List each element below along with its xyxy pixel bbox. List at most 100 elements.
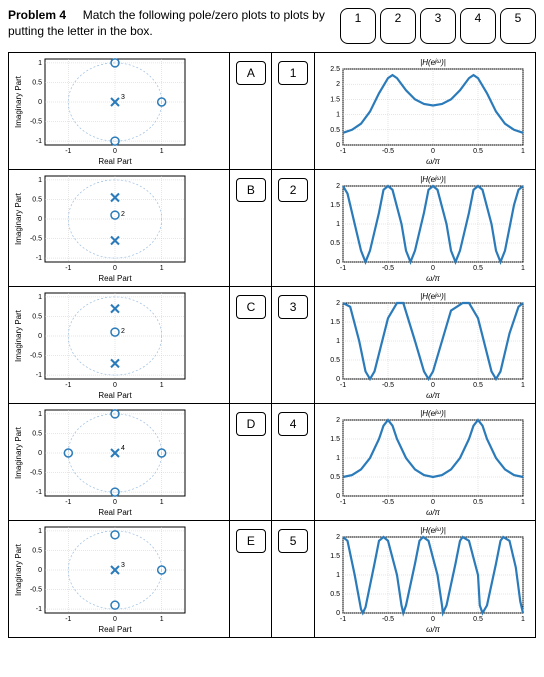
letter-cell: E: [230, 521, 272, 638]
svg-text:0: 0: [113, 499, 117, 506]
svg-text:0.5: 0.5: [330, 591, 340, 598]
letter-label-box: D: [236, 412, 266, 436]
magnitude-plot: -1-0.500.5100.511.52|H(ejω)|ω/π: [317, 172, 529, 284]
mag-cell: -1-0.500.5100.511.52|H(ejω)|ω/π: [314, 521, 535, 638]
svg-text:1: 1: [521, 265, 525, 272]
svg-text:0.5: 0.5: [32, 430, 42, 437]
svg-text:0: 0: [431, 148, 435, 155]
svg-text:1: 1: [38, 528, 42, 535]
problem-number: Problem 4: [8, 8, 66, 22]
svg-text:Real Part: Real Part: [98, 625, 132, 634]
pz-cell: -101-1-0.500.512Real PartImaginary Part: [9, 287, 230, 404]
svg-text:0: 0: [336, 376, 340, 383]
mag-cell: -1-0.500.5100.511.52|H(ejω)|ω/π: [314, 170, 535, 287]
mag-cell: -1-0.500.5100.511.52|H(ejω)|ω/π: [314, 287, 535, 404]
svg-text:-0.5: -0.5: [30, 470, 42, 477]
svg-text:Imaginary Part: Imaginary Part: [14, 543, 23, 596]
svg-text:1: 1: [336, 455, 340, 462]
svg-text:-1: -1: [340, 499, 346, 506]
svg-text:1: 1: [521, 382, 525, 389]
svg-text:0: 0: [38, 567, 42, 574]
svg-text:1: 1: [38, 294, 42, 301]
svg-text:-1: -1: [36, 372, 42, 379]
number-label-box: 4: [278, 412, 308, 436]
magnitude-plot: -1-0.500.5100.511.52|H(ejω)|ω/π: [317, 289, 529, 401]
magnitude-plot: -1-0.500.5100.511.52|H(ejω)|ω/π: [317, 523, 529, 635]
pz-cell: -101-1-0.500.513Real PartImaginary Part: [9, 521, 230, 638]
svg-text:|H(ejω)|: |H(ejω)|: [420, 58, 446, 67]
svg-text:0.5: 0.5: [32, 547, 42, 554]
svg-text:1: 1: [160, 148, 164, 155]
answer-box[interactable]: 5: [500, 8, 536, 44]
letter-cell: C: [230, 287, 272, 404]
svg-text:2: 2: [121, 328, 125, 335]
answer-box[interactable]: 1: [340, 8, 376, 44]
svg-text:-1: -1: [36, 138, 42, 145]
svg-text:-1: -1: [340, 616, 346, 623]
svg-text:1.5: 1.5: [330, 436, 340, 443]
svg-text:1: 1: [336, 572, 340, 579]
svg-text:-0.5: -0.5: [382, 499, 394, 506]
svg-text:1: 1: [160, 265, 164, 272]
svg-text:2: 2: [121, 211, 125, 218]
svg-text:0.5: 0.5: [330, 357, 340, 364]
svg-text:|H(ejω)|: |H(ejω)|: [420, 175, 446, 184]
svg-text:3: 3: [121, 94, 125, 101]
number-cell: 5: [272, 521, 314, 638]
number-label-box: 5: [278, 529, 308, 553]
answer-box[interactable]: 3: [420, 8, 456, 44]
svg-text:|H(ejω)|: |H(ejω)|: [420, 526, 446, 535]
svg-text:-1: -1: [340, 265, 346, 272]
svg-text:0.5: 0.5: [473, 265, 483, 272]
svg-text:-0.5: -0.5: [30, 236, 42, 243]
svg-text:ω/π: ω/π: [426, 157, 440, 166]
pz-plot: -101-1-0.500.512Real PartImaginary Part: [11, 172, 191, 284]
svg-text:1: 1: [38, 60, 42, 67]
svg-text:-0.5: -0.5: [30, 587, 42, 594]
svg-text:-0.5: -0.5: [382, 148, 394, 155]
letter-cell: A: [230, 53, 272, 170]
svg-text:-1: -1: [65, 382, 71, 389]
letter-label-box: E: [236, 529, 266, 553]
svg-text:1.5: 1.5: [330, 202, 340, 209]
svg-text:0.5: 0.5: [473, 148, 483, 155]
svg-text:0: 0: [38, 450, 42, 457]
svg-text:0: 0: [336, 142, 340, 149]
svg-text:0: 0: [431, 382, 435, 389]
plot-row: -101-1-0.500.512Real PartImaginary PartC…: [9, 287, 536, 404]
letter-label-box: B: [236, 178, 266, 202]
svg-text:ω/π: ω/π: [426, 274, 440, 283]
svg-text:0.5: 0.5: [32, 313, 42, 320]
svg-text:0: 0: [431, 265, 435, 272]
svg-text:1.5: 1.5: [330, 96, 340, 103]
svg-text:1: 1: [521, 148, 525, 155]
plots-table: -1 0 1 -1 -0.5 0 0.5 1 3 Real Part Imaginary Part A…: [8, 52, 536, 638]
svg-text:0.5: 0.5: [32, 79, 42, 86]
answer-box[interactable]: 4: [460, 8, 496, 44]
svg-text:1: 1: [160, 499, 164, 506]
header-row: Problem 4 Match the following pole/zero …: [8, 8, 536, 44]
svg-text:2: 2: [336, 183, 340, 190]
pz-plot: -101-1-0.500.514Real PartImaginary Part: [11, 406, 191, 518]
svg-text:0: 0: [113, 265, 117, 272]
svg-text:0.5: 0.5: [330, 127, 340, 134]
svg-text:ω/π: ω/π: [426, 391, 440, 400]
svg-text:1: 1: [521, 616, 525, 623]
svg-text:Imaginary Part: Imaginary Part: [14, 75, 23, 128]
svg-text:2: 2: [336, 534, 340, 541]
svg-text:ω/π: ω/π: [426, 625, 440, 634]
svg-text:2: 2: [336, 81, 340, 88]
svg-text:1: 1: [336, 338, 340, 345]
svg-text:0: 0: [38, 333, 42, 340]
plot-row: -101-1-0.500.513Real PartImaginary PartE…: [9, 521, 536, 638]
svg-text:1: 1: [160, 382, 164, 389]
svg-text:|H(ejω)|: |H(ejω)|: [420, 409, 446, 418]
svg-text:-0.5: -0.5: [30, 353, 42, 360]
number-label-box: 2: [278, 178, 308, 202]
answer-box[interactable]: 2: [380, 8, 416, 44]
pz-plot: -101-1-0.500.513Real PartImaginary Part: [11, 55, 191, 167]
answer-boxes-row: 12345: [340, 8, 536, 44]
svg-text:Imaginary Part: Imaginary Part: [14, 426, 23, 479]
svg-text:-1: -1: [65, 148, 71, 155]
pz-cell: -101-1-0.500.512Real PartImaginary Part: [9, 170, 230, 287]
